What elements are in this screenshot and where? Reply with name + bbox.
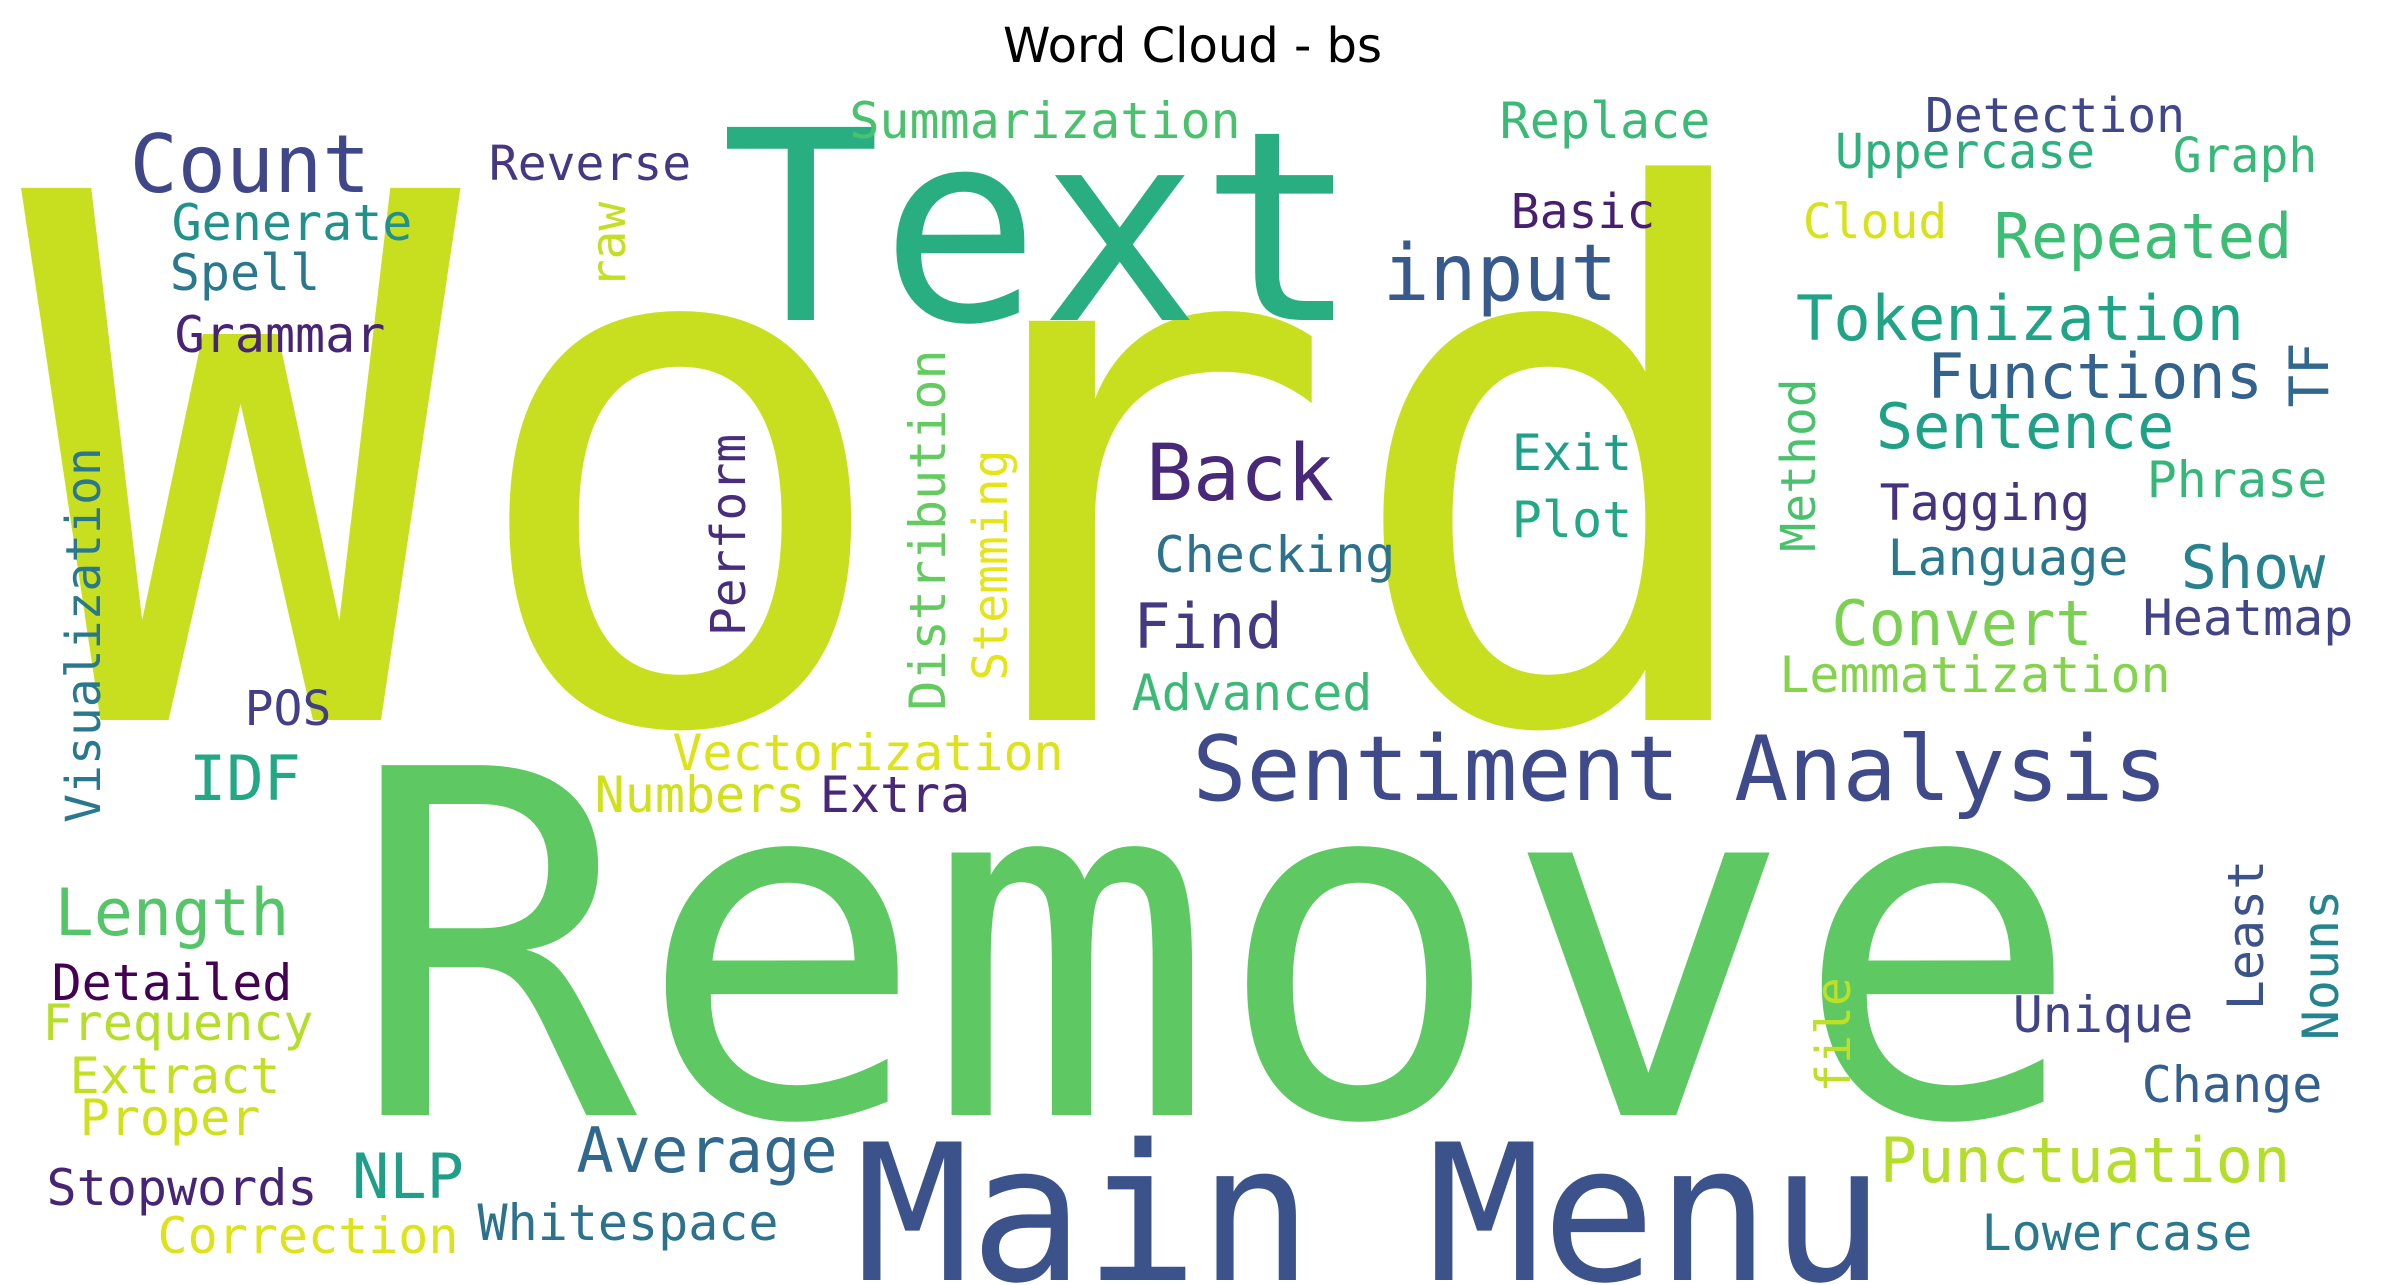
word-nouns: Nouns (2292, 890, 2350, 1041)
word-stopwords: Stopwords (47, 1159, 318, 1217)
word-detection: Detection (1925, 88, 2185, 144)
word-extract: Extract (70, 1047, 281, 1105)
chart-title: Word Cloud - bs (1002, 18, 1383, 74)
word-main-menu: Main Menu (855, 1104, 1885, 1285)
word-frequency: Frequency (43, 994, 314, 1052)
word-advanced: Advanced (1132, 664, 1373, 722)
word-grammar: Grammar (175, 306, 386, 364)
word-count: Count (130, 118, 371, 211)
word-least: Least (2217, 860, 2275, 1011)
word-heatmap: Heatmap (2143, 589, 2354, 647)
word-sentence: Sentence (1876, 390, 2175, 463)
word-idf: IDF (189, 742, 301, 815)
word-numbers: Numbers (595, 766, 806, 824)
word-checking: Checking (1155, 526, 1396, 584)
word-change: Change (2142, 1056, 2323, 1114)
word-cloud: Cloud (1803, 194, 1948, 250)
word-show: Show (2181, 533, 2326, 603)
word-remove: Remove (348, 670, 2082, 1229)
word-unique: Unique (2013, 986, 2194, 1044)
word-lowercase: Lowercase (1982, 1204, 2253, 1262)
word-average: Average (576, 1114, 837, 1187)
word-graph: Graph (2173, 128, 2318, 184)
word-correction: Correction (157, 1207, 458, 1265)
word-exit: Exit (1512, 424, 1632, 482)
word-tokenization: Tokenization (1796, 282, 2244, 355)
word-back: Back (1146, 429, 1334, 519)
word-method: Method (1771, 378, 1827, 551)
word-phrase: Phrase (2147, 451, 2328, 509)
word-word: Word (21, 43, 1779, 893)
word-distribution: Distribution (899, 349, 957, 710)
word-lemmatization: Lemmatization (1779, 646, 2170, 704)
word-file: file (1806, 977, 1862, 1093)
word-punctuation: Punctuation (1880, 1124, 2291, 1197)
word-reverse: Reverse (489, 136, 691, 192)
word-plot: Plot (1512, 491, 1632, 549)
word-language: Language (1888, 529, 2129, 587)
word-spell: Spell (170, 244, 321, 302)
word-basic: Basic (1511, 184, 1656, 240)
word-text: Text (721, 75, 1359, 383)
word-perform: Perform (701, 434, 757, 636)
word-functions: Functions (1927, 340, 2263, 413)
word-pos: POS (245, 681, 332, 737)
word-summarization: Summarization (849, 92, 1240, 150)
word-sentiment-analysis: Sentiment Analysis (1192, 717, 2167, 822)
word-tf: TF (2278, 342, 2341, 407)
word-length: Length (55, 876, 290, 951)
word-find: Find (1133, 590, 1282, 663)
word-raw: raw (581, 202, 637, 289)
word-whitespace: Whitespace (477, 1194, 778, 1252)
word-uppercase: Uppercase (1835, 124, 2095, 180)
word-tagging: Tagging (1880, 474, 2091, 532)
word-proper: Proper (80, 1089, 261, 1147)
word-replace: Replace (1500, 92, 1711, 150)
word-extra: Extra (820, 766, 971, 824)
word-stemming: Stemming (963, 449, 1019, 680)
word-input: input (1383, 229, 1618, 319)
word-repeated: Repeated (1994, 200, 2293, 273)
word-detailed: Detailed (52, 954, 293, 1012)
word-vectorization: Vectorization (672, 724, 1063, 782)
word-visualization: Visualization (56, 447, 112, 823)
word-convert: Convert (1831, 587, 2092, 660)
word-nlp: NLP (352, 1140, 464, 1213)
word-generate: Generate (172, 194, 413, 252)
